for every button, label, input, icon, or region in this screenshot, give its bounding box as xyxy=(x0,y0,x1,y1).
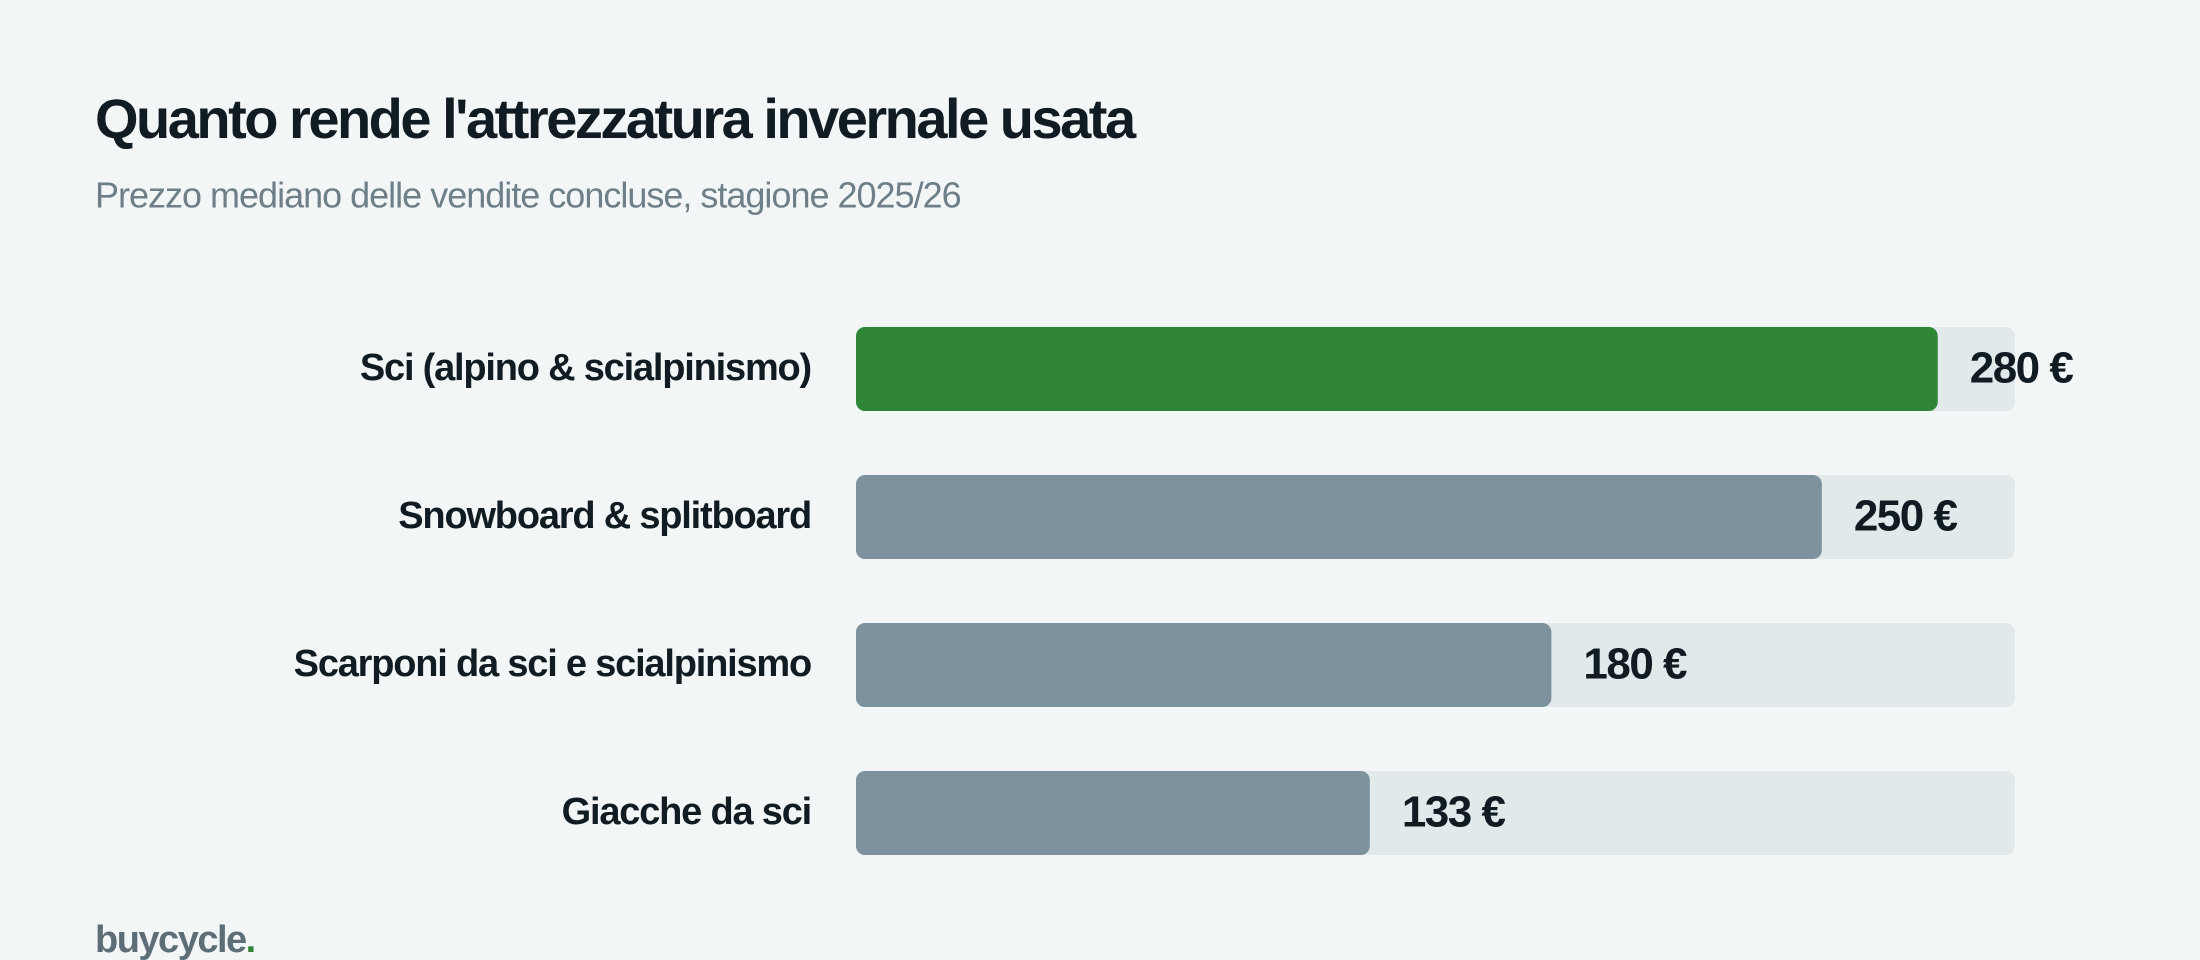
logo-dot: . xyxy=(246,919,255,960)
value-label: 280 € xyxy=(1970,344,2074,393)
value-label: 180 € xyxy=(1583,640,1687,689)
value-label: 133 € xyxy=(1402,788,1506,837)
category-label: Snowboard & splitboard xyxy=(398,495,811,537)
chart-subtitle: Prezzo mediano delle vendite concluse, s… xyxy=(95,175,961,216)
bar xyxy=(856,475,1822,559)
bar xyxy=(856,623,1552,707)
logo-text: buycycle xyxy=(95,919,246,960)
category-label: Giacche da sci xyxy=(562,791,811,833)
logo: buycycle. xyxy=(95,919,255,960)
bar xyxy=(856,327,1938,411)
category-label: Sci (alpino & scialpinismo) xyxy=(360,347,811,389)
bar xyxy=(856,771,1370,855)
value-label: 250 € xyxy=(1854,492,1958,541)
chart-title: Quanto rende l'attrezzatura invernale us… xyxy=(95,87,1137,150)
category-label: Scarponi da sci e scialpinismo xyxy=(294,643,811,685)
